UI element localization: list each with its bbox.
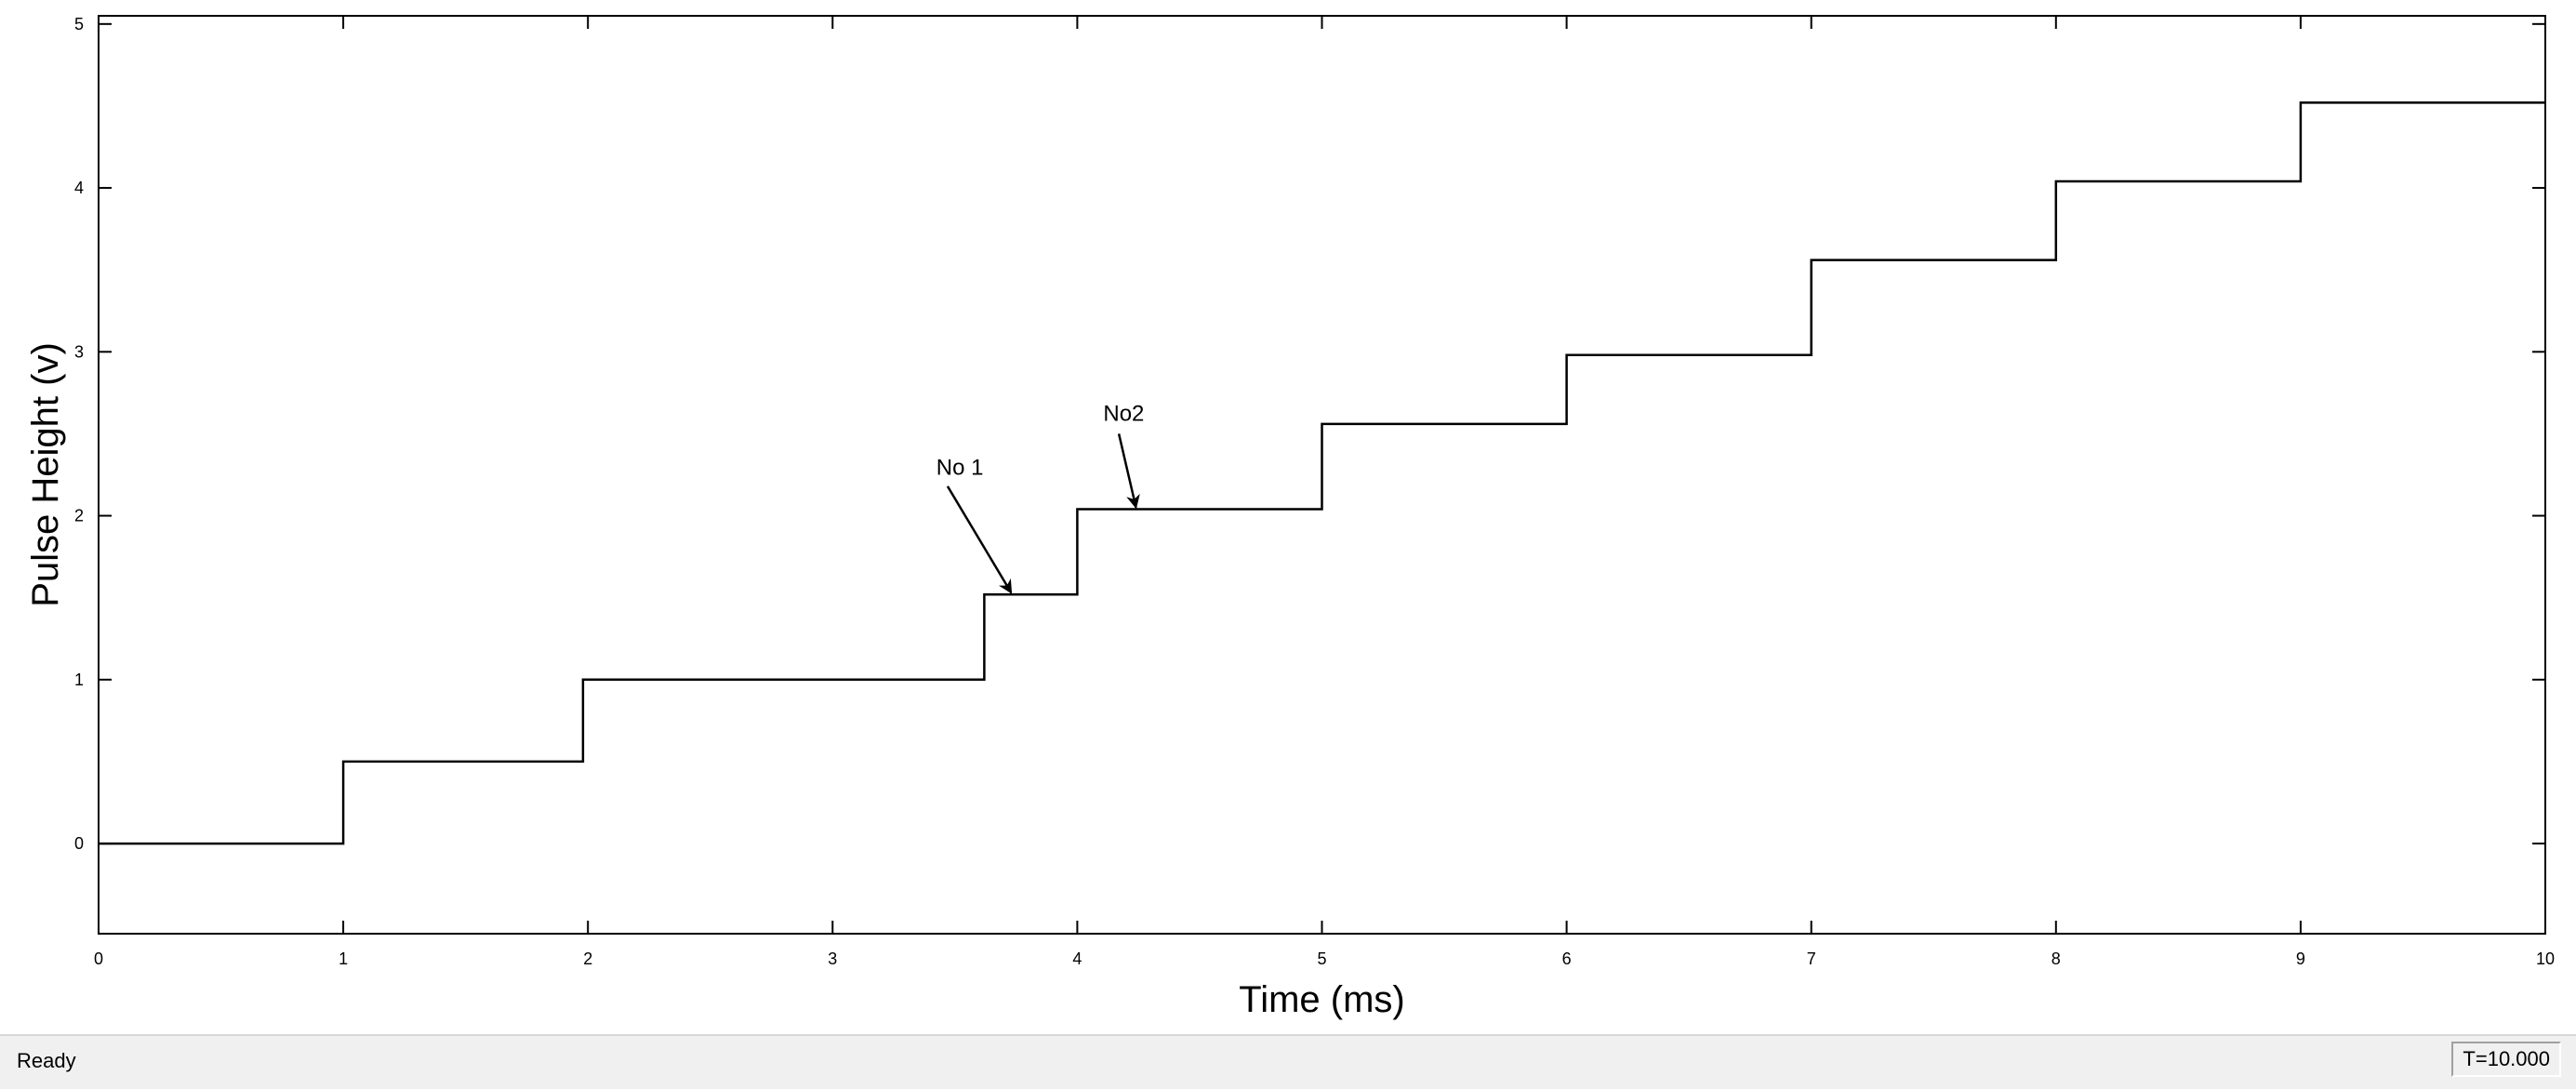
status-time-readout: T=10.000 [2451, 1042, 2561, 1077]
y-tick-label: 5 [74, 15, 84, 33]
annotation-label-1: No 1 [936, 456, 984, 481]
tick-marks [98, 16, 2546, 934]
status-text: Ready [17, 1049, 76, 1072]
x-tick-label: 0 [94, 950, 103, 968]
x-tick-label: 4 [1072, 950, 1082, 968]
x-tick-label: 1 [339, 950, 348, 968]
x-tick-label: 10 [2536, 950, 2555, 968]
x-tick-label: 6 [1562, 950, 1572, 968]
x-tick-label: 5 [1317, 950, 1326, 968]
x-tick-label: 8 [2052, 950, 2061, 968]
y-tick-label: 3 [74, 342, 84, 361]
annotations: No 1 No2 [936, 401, 1144, 594]
y-tick-label: 4 [74, 179, 84, 197]
x-tick-label: 3 [828, 950, 837, 968]
status-bar: Ready T=10.000 [0, 1034, 2576, 1089]
x-tick-labels: 0 1 2 3 4 5 6 7 8 9 10 [94, 950, 2555, 968]
chart-svg: 0 1 2 3 4 5 6 7 8 9 10 0 1 2 3 4 5 No 1 No2 Time (ms) Pu… [25, 15, 2555, 1020]
y-tick-label: 2 [74, 507, 84, 525]
y-tick-label: 1 [74, 671, 84, 689]
chart-area: 0 1 2 3 4 5 6 7 8 9 10 0 1 2 3 4 5 No 1 No2 Time (ms) Pu… [25, 15, 2555, 1020]
x-tick-label: 7 [1807, 950, 1816, 968]
x-tick-label: 2 [583, 950, 592, 968]
y-tick-label: 0 [74, 834, 84, 853]
x-tick-label: 9 [2296, 950, 2305, 968]
x-axis-title: Time (ms) [1239, 979, 1404, 1020]
annotation-arrow-1 [946, 485, 1013, 594]
y-tick-labels: 0 1 2 3 4 5 [74, 15, 84, 853]
step-series-line [99, 101, 2545, 845]
y-axis-title: Pulse Height (v) [25, 342, 66, 607]
annotation-label-2: No2 [1103, 401, 1144, 426]
annotation-arrow-2 [1117, 433, 1140, 510]
